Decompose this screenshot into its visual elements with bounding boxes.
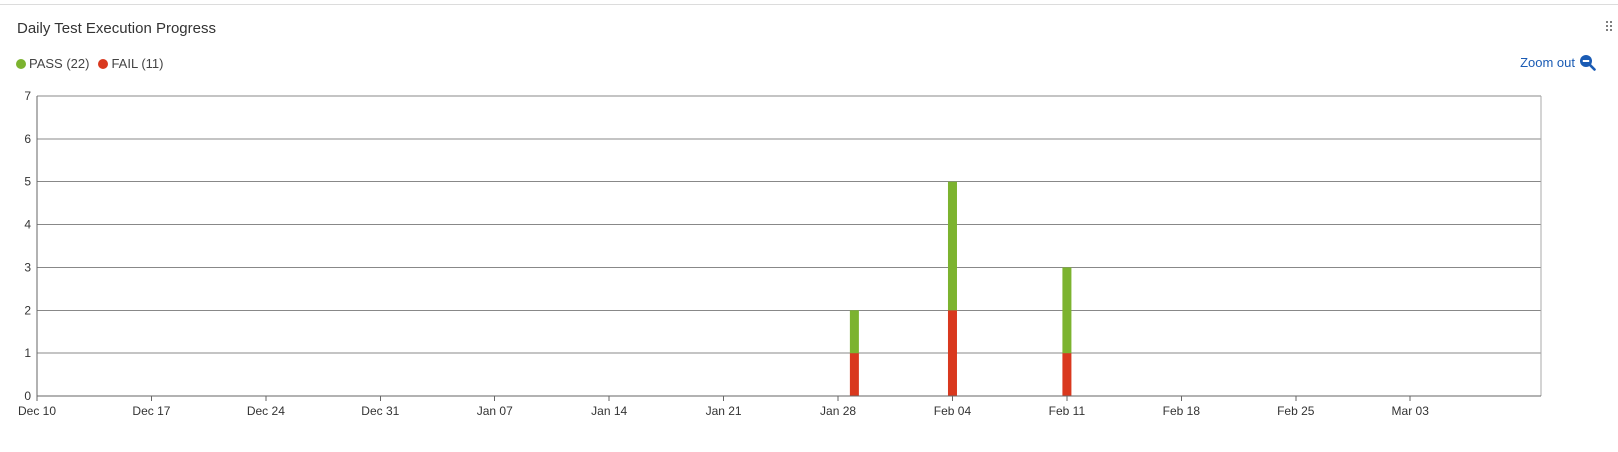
axes: 0 1 2 3 4 5 6 7 Dec 10 Dec 17 Dec 24 Dec 31 Jan 07 Ja… xyxy=(18,89,1542,418)
x-tick-label: Feb 18 xyxy=(1163,404,1201,418)
bars xyxy=(849,181,1072,396)
x-tick-label: Feb 11 xyxy=(1049,404,1086,418)
x-tick-label: Feb 04 xyxy=(934,404,972,418)
zoom-out-button[interactable]: Zoom out xyxy=(1520,54,1596,71)
y-tick-label: 5 xyxy=(24,175,31,189)
top-divider xyxy=(0,4,1618,5)
zoom-out-icon xyxy=(1580,55,1596,71)
legend-label-pass: PASS (22) xyxy=(29,56,90,71)
gridlines xyxy=(37,95,1541,397)
drag-handle-icon[interactable] xyxy=(1605,20,1613,32)
bar-pass xyxy=(947,181,957,311)
x-tick-label: Jan 14 xyxy=(591,404,627,418)
bar-fail xyxy=(1062,353,1072,396)
x-tick-label: Jan 07 xyxy=(477,404,513,418)
legend-marker-fail xyxy=(98,58,109,69)
x-tick-label: Mar 03 xyxy=(1392,404,1430,418)
bar-pass xyxy=(1062,267,1072,354)
chart-plot-area: 0 1 2 3 4 5 6 7 Dec 10 Dec 17 Dec 24 Dec 31 Jan 07 Ja… xyxy=(18,89,1542,418)
x-tick-label: Dec 31 xyxy=(361,404,399,418)
chart-legend: PASS (22) FAIL (11) xyxy=(16,56,172,71)
legend-label-fail: FAIL (11) xyxy=(111,56,164,71)
y-tick-label: 7 xyxy=(24,89,31,103)
bar-pass xyxy=(849,310,859,354)
y-tick-label: 2 xyxy=(24,303,31,317)
bar-fail xyxy=(849,353,859,396)
x-tick-label: Jan 21 xyxy=(706,404,742,418)
y-tick-label: 1 xyxy=(24,346,31,360)
page-title: Daily Test Execution Progress xyxy=(17,20,216,37)
legend-item-pass[interactable]: PASS (22) xyxy=(16,56,89,71)
x-tick-label: Dec 10 xyxy=(18,404,56,418)
x-tick-label: Dec 17 xyxy=(132,404,170,418)
y-tick-label: 4 xyxy=(24,218,31,232)
x-tick-label: Dec 24 xyxy=(247,404,285,418)
x-tick-label: Jan 28 xyxy=(820,404,856,418)
legend-marker-pass xyxy=(16,58,26,69)
bar-fail xyxy=(947,310,957,396)
legend-item-fail[interactable]: FAIL (11) xyxy=(98,56,163,71)
x-tick-label: Feb 25 xyxy=(1277,404,1315,418)
y-tick-label: 6 xyxy=(24,132,31,146)
zoom-out-label: Zoom out xyxy=(1520,55,1575,70)
y-tick-label: 3 xyxy=(24,260,31,274)
y-tick-label: 0 xyxy=(24,389,31,403)
